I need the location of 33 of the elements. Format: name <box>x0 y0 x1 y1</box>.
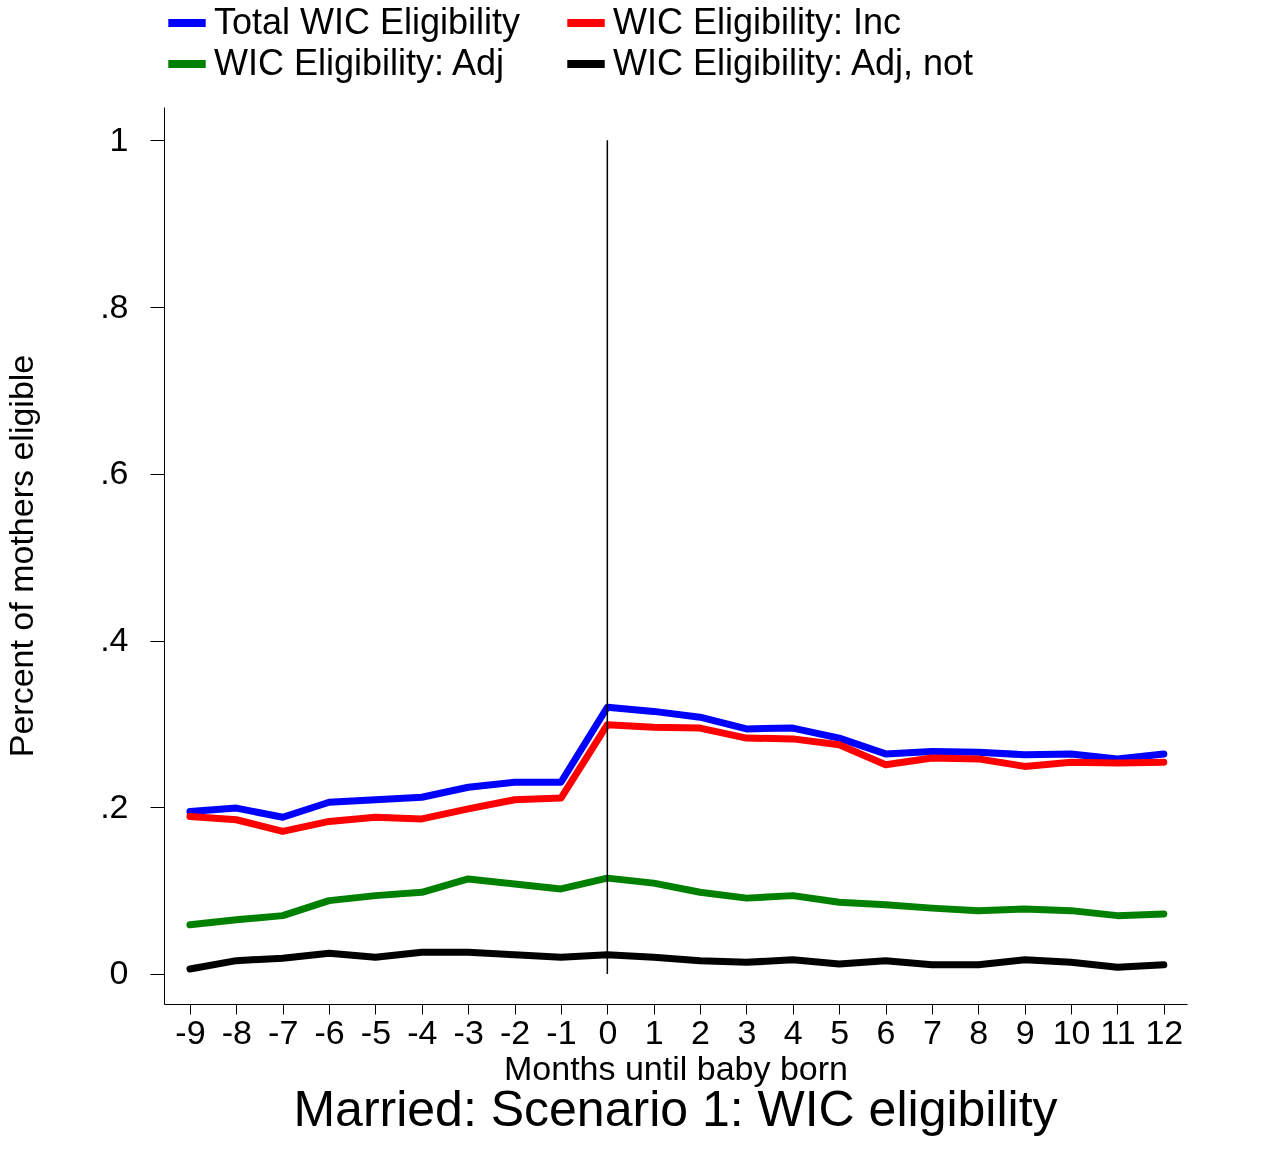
x-tick-label: -3 <box>453 1012 484 1051</box>
x-tick-label: 6 <box>876 1012 896 1051</box>
x-tick-label: -4 <box>407 1012 438 1051</box>
x-tick-label: 5 <box>830 1012 850 1051</box>
x-tick-label: 1 <box>644 1012 664 1051</box>
x-tick-label: -2 <box>499 1012 531 1051</box>
x-tick-label: 10 <box>1052 1012 1091 1051</box>
x-tick-label: -7 <box>268 1012 299 1051</box>
y-tick-label: .4 <box>100 620 129 659</box>
x-tick-label: 4 <box>783 1012 803 1051</box>
legend-label: Total WIC Eligibility <box>214 1 521 42</box>
x-tick-label: 12 <box>1145 1012 1184 1051</box>
x-tick-label: -1 <box>546 1012 577 1051</box>
x-tick-label: -6 <box>314 1012 345 1051</box>
x-tick-label: 7 <box>922 1012 942 1051</box>
y-tick-label: .6 <box>100 453 129 492</box>
legend-label: WIC Eligibility: Adj <box>214 42 505 83</box>
x-tick-label: -5 <box>360 1012 392 1051</box>
x-tick-label: -8 <box>221 1012 252 1051</box>
y-tick-label: .2 <box>100 786 129 825</box>
legend-label: WIC Eligibility: Adj, not <box>613 42 974 83</box>
x-tick-label: 2 <box>691 1012 711 1051</box>
legend-label: WIC Eligibility: Inc <box>613 1 902 42</box>
x-tick-label: 9 <box>1015 1012 1035 1051</box>
x-tick-label: -9 <box>175 1012 206 1051</box>
x-tick-label: 11 <box>1100 1012 1136 1051</box>
x-tick-label: 8 <box>969 1012 989 1051</box>
y-tick-label: .8 <box>100 286 129 325</box>
y-tick-label: 1 <box>109 119 129 158</box>
x-tick-label: 0 <box>598 1012 618 1051</box>
y-axis-title: Percent of mothers eligible <box>2 354 41 758</box>
y-tick-label: 0 <box>109 953 129 992</box>
x-tick-label: 3 <box>737 1012 757 1051</box>
